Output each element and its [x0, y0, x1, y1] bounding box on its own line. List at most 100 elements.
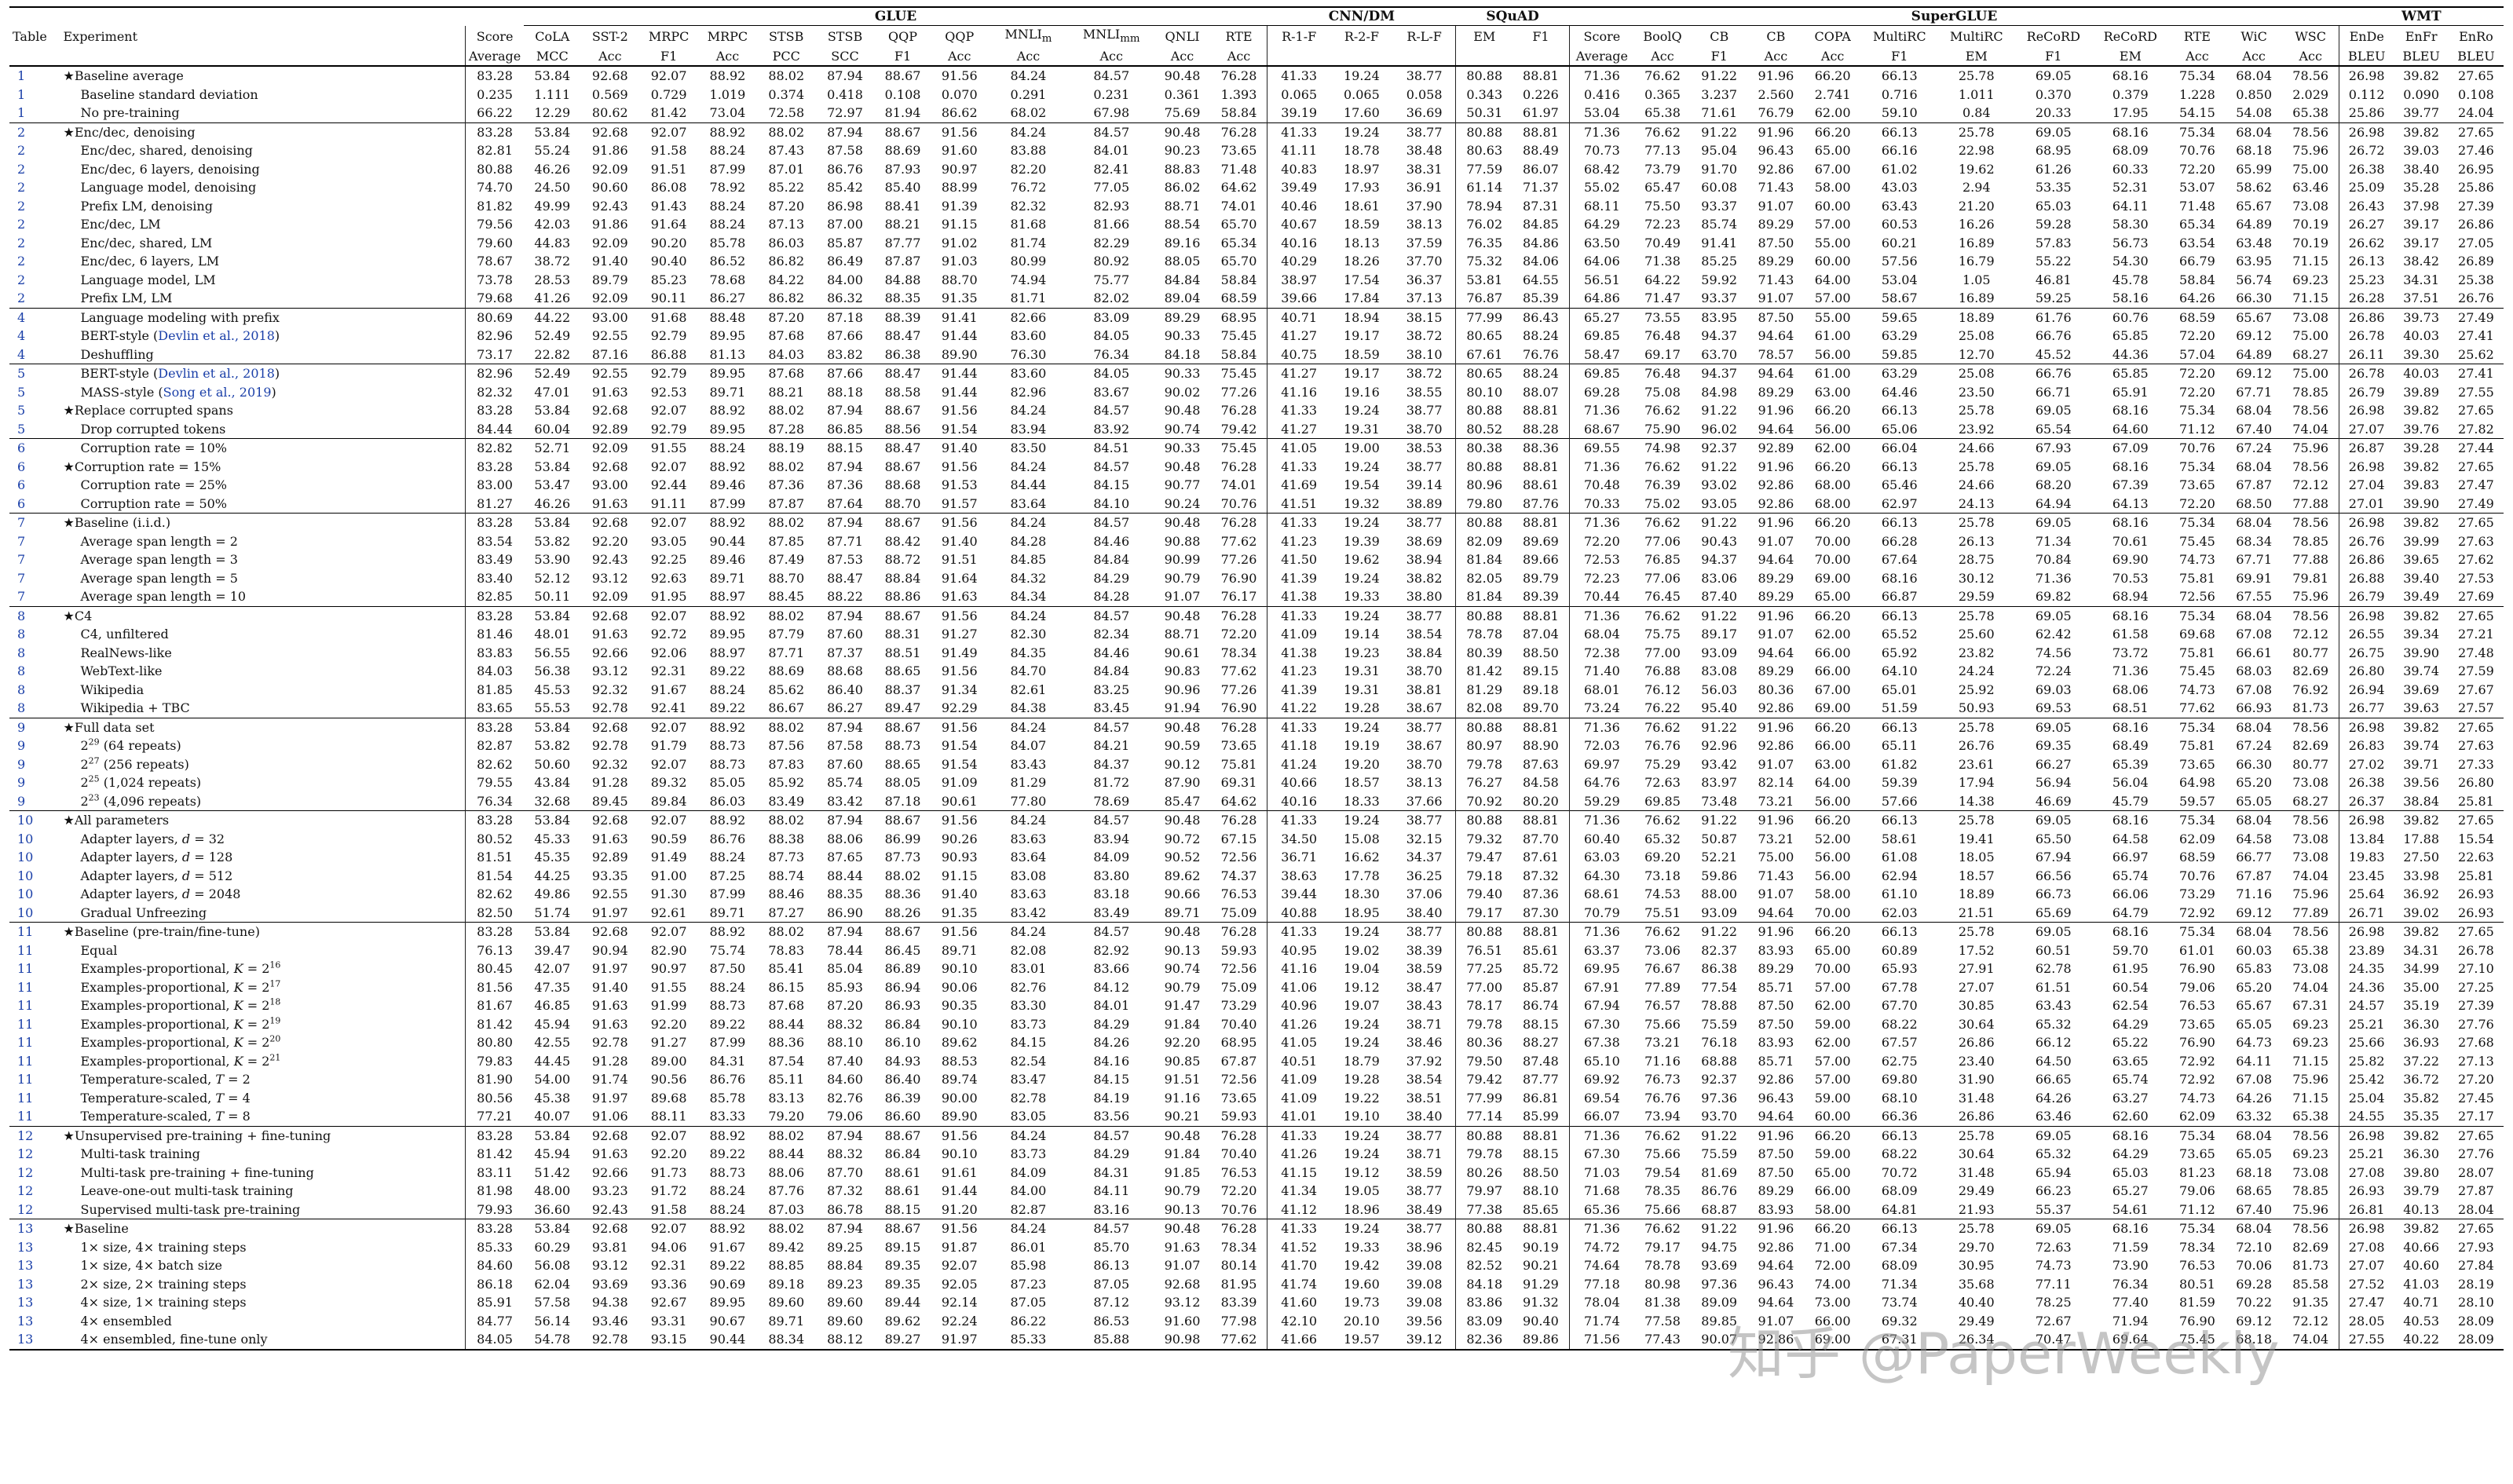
- table-ref-link[interactable]: 2: [17, 198, 26, 214]
- score-cell: 40.40: [1958, 1295, 1995, 1310]
- table-ref-link[interactable]: 2: [17, 180, 26, 196]
- table-ref-link[interactable]: 11: [17, 1090, 34, 1106]
- score-cell: 26.78: [2458, 942, 2494, 958]
- table-ref-link[interactable]: 4: [17, 346, 26, 362]
- score-cell: 91.00: [650, 868, 687, 883]
- table-ref-link[interactable]: 8: [9, 605, 60, 626]
- table-ref-link[interactable]: 2: [17, 217, 26, 232]
- table-ref-link[interactable]: 4: [17, 328, 26, 344]
- table-ref-link[interactable]: 10: [17, 850, 34, 865]
- score-cell: 0.108: [2458, 86, 2494, 102]
- table-ref-link[interactable]: 2: [17, 235, 26, 250]
- table-ref-link[interactable]: 9: [17, 756, 26, 772]
- experiment-name: ★Full data set: [60, 717, 466, 737]
- table-ref-link[interactable]: 5: [17, 403, 26, 419]
- score-cell: 88.24: [1523, 328, 1559, 344]
- table-ref-link[interactable]: 7: [9, 513, 60, 532]
- table-ref-link[interactable]: 6: [17, 477, 26, 493]
- table-ref-link[interactable]: 11: [17, 961, 34, 977]
- table-ref-link[interactable]: 2: [9, 122, 60, 142]
- score-cell: 73.08: [2292, 1164, 2329, 1180]
- score-cell: 87.70: [827, 1164, 863, 1180]
- table-ref-link[interactable]: 1: [17, 105, 26, 121]
- table-ref-link[interactable]: 13: [17, 1276, 34, 1292]
- table-ref-link[interactable]: 10: [17, 831, 34, 846]
- table-ref-link[interactable]: 5: [17, 421, 26, 437]
- score-cell: 41.06: [1267, 978, 1330, 997]
- table-ref-link[interactable]: 8: [17, 645, 26, 660]
- table-ref-link[interactable]: 10: [9, 810, 60, 830]
- table-ref-link[interactable]: 12: [17, 1201, 34, 1217]
- table-ref-link[interactable]: 13: [17, 1239, 34, 1255]
- score-cell: 27.65: [2458, 459, 2494, 474]
- score-cell: 25.08: [1937, 364, 2015, 383]
- score-cell: 70.92: [1455, 791, 1513, 811]
- table-ref-link[interactable]: 7: [17, 552, 26, 568]
- score-cell: 93.12: [591, 663, 628, 679]
- table-ref-link[interactable]: 11: [17, 1072, 34, 1087]
- score-cell: 77.13: [1644, 143, 1681, 159]
- table-ref-link[interactable]: 2: [17, 143, 26, 159]
- score-cell: 54.08: [2236, 105, 2273, 121]
- table-ref-link[interactable]: 13: [17, 1313, 34, 1329]
- table-ref-link[interactable]: 10: [17, 868, 34, 883]
- table-ref-link[interactable]: 8: [17, 627, 26, 642]
- table-ref-link[interactable]: 9: [17, 775, 26, 791]
- table-ref-link[interactable]: 11: [17, 998, 34, 1014]
- table-ref-link[interactable]: 11: [9, 922, 60, 941]
- score-cell: 83.28: [464, 922, 525, 941]
- score-cell: 18.95: [1343, 905, 1380, 920]
- table-ref-link[interactable]: 1: [17, 86, 26, 102]
- table-ref-link[interactable]: 6: [17, 459, 26, 474]
- score-cell: 46.26: [534, 495, 571, 511]
- table-ref-link[interactable]: 5: [9, 364, 60, 383]
- score-cell: 87.87: [768, 495, 805, 511]
- table-ref-link[interactable]: 8: [17, 663, 26, 679]
- score-cell: 65.34: [1220, 235, 1257, 250]
- table-ref-link[interactable]: 12: [17, 1164, 34, 1180]
- table-ref-link[interactable]: 2: [17, 272, 26, 287]
- table-ref-link[interactable]: 6: [17, 495, 26, 511]
- table-ref-link[interactable]: 11: [17, 1016, 34, 1032]
- score-cell: 91.22: [1691, 810, 1748, 830]
- table-ref-link[interactable]: 10: [17, 886, 34, 902]
- table-ref-link[interactable]: 9: [9, 717, 60, 737]
- table-ref-link[interactable]: 12: [17, 1183, 34, 1199]
- table-ref-link[interactable]: 10: [17, 905, 34, 920]
- table-ref-link[interactable]: 11: [17, 1109, 34, 1124]
- table-ref-link[interactable]: 4: [9, 307, 60, 327]
- table-ref-link[interactable]: 12: [17, 1146, 34, 1162]
- score-cell: 27.46: [2458, 143, 2494, 159]
- table-ref-link[interactable]: 13: [9, 1219, 60, 1238]
- score-cell: 55.00: [1814, 235, 1851, 250]
- table-ref-link[interactable]: 2: [17, 254, 26, 269]
- table-ref-link[interactable]: 7: [17, 570, 26, 586]
- table-ref-link[interactable]: 8: [17, 700, 26, 716]
- score-cell: 75.77: [1093, 272, 1130, 287]
- table-ref-link[interactable]: 9: [17, 793, 26, 809]
- table-ref-link[interactable]: 2: [17, 291, 26, 306]
- score-cell: 57.00: [1814, 217, 1851, 232]
- table-ref-link[interactable]: 9: [17, 738, 26, 754]
- score-cell: 28.05: [2339, 1311, 2394, 1331]
- table-ref-link[interactable]: 11: [17, 942, 34, 958]
- table-ref-link[interactable]: 1: [17, 68, 26, 84]
- table-ref-link[interactable]: 5: [17, 384, 26, 400]
- table-ref-link[interactable]: 7: [17, 589, 26, 605]
- score-cell: 89.15: [1523, 663, 1559, 679]
- score-cell: 87.77: [884, 235, 921, 250]
- table-ref-link[interactable]: 2: [17, 161, 26, 177]
- table-ref-link[interactable]: 13: [17, 1295, 34, 1310]
- table-ref-link[interactable]: 8: [17, 682, 26, 697]
- table-ref-link[interactable]: 6: [9, 438, 60, 458]
- score-cell: 92.07: [639, 810, 699, 830]
- table-ref-link[interactable]: 11: [17, 1053, 34, 1069]
- table-ref-link[interactable]: 13: [17, 1258, 34, 1274]
- table-ref-link[interactable]: 12: [9, 1125, 60, 1146]
- score-cell: 38.53: [1392, 438, 1456, 458]
- table-ref-link[interactable]: 11: [17, 1035, 34, 1051]
- table-ref-link[interactable]: 13: [9, 1330, 60, 1351]
- score-cell: 89.39: [1523, 589, 1559, 605]
- table-ref-link[interactable]: 11: [17, 979, 34, 995]
- table-ref-link[interactable]: 7: [17, 533, 26, 549]
